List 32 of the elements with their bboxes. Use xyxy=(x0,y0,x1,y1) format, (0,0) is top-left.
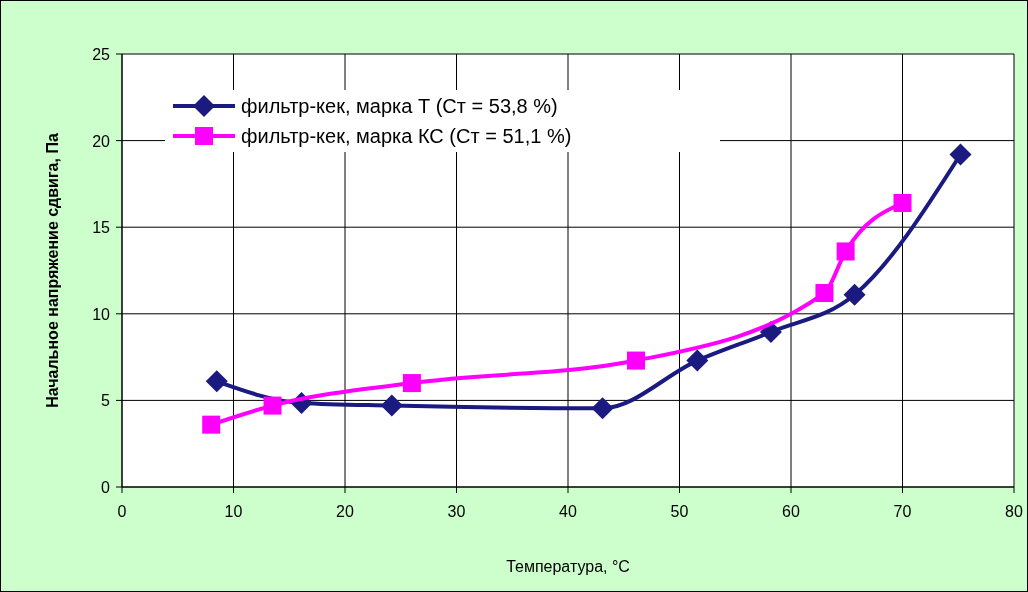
y-axis-title: Начальное напряжение сдвига, Па xyxy=(44,133,61,408)
point xyxy=(591,397,614,420)
y-tick-label: 5 xyxy=(101,392,111,410)
point xyxy=(843,283,866,306)
y-tick-label: 10 xyxy=(92,305,111,323)
point xyxy=(402,374,421,393)
x-tick-label: 40 xyxy=(559,503,577,520)
point xyxy=(627,351,646,370)
x-tick-label: 0 xyxy=(117,503,127,520)
x-tick-label: 70 xyxy=(893,503,912,520)
point xyxy=(263,396,282,415)
x-tick-label: 30 xyxy=(447,503,466,520)
legend-label: фильтр-кек, марка КС (Ст = 51,1 %) xyxy=(241,125,572,147)
point xyxy=(815,284,834,303)
y-tick-label: 25 xyxy=(92,46,111,63)
point xyxy=(836,242,855,261)
point xyxy=(205,370,228,393)
point xyxy=(893,193,912,212)
point xyxy=(949,143,972,166)
point xyxy=(686,349,709,372)
point xyxy=(380,394,403,417)
x-tick-label: 10 xyxy=(224,503,243,520)
legend-label: фильтр-кек, марка Т (Ст = 53,8 %) xyxy=(241,95,558,117)
point xyxy=(202,415,221,434)
x-tick-label: 20 xyxy=(336,503,354,520)
x-tick-label: 50 xyxy=(670,503,689,520)
x-axis-title: Температура, °C xyxy=(506,558,630,575)
x-tick-label: 80 xyxy=(1005,503,1023,520)
y-tick-label: 15 xyxy=(92,219,111,237)
y-tick-label: 20 xyxy=(92,132,111,150)
x-tick-label: 60 xyxy=(782,503,800,520)
y-tick-label: 0 xyxy=(101,479,111,496)
